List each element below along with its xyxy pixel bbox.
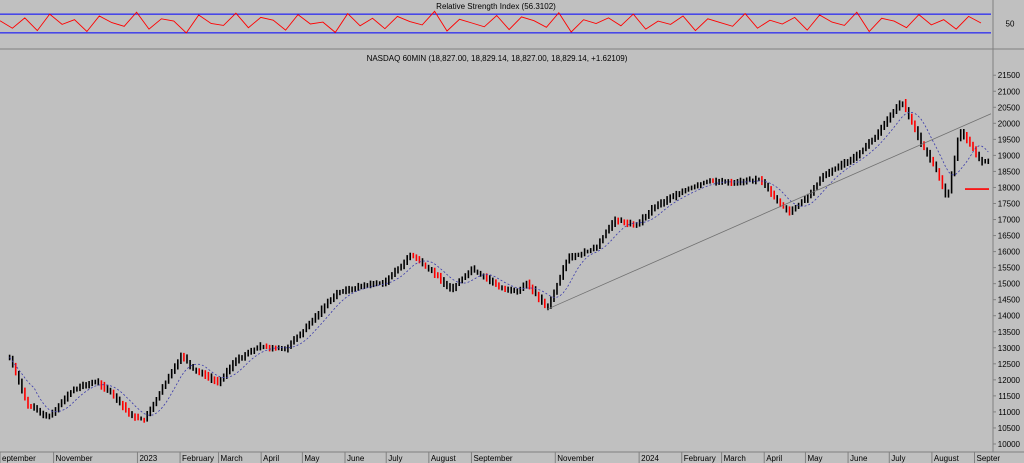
x-axis-tick-label: November	[56, 454, 93, 463]
y-axis-tick-label: 17500	[998, 199, 1021, 208]
y-axis-tick-label: 18000	[998, 183, 1021, 192]
x-axis-tick-label: June	[347, 454, 365, 463]
y-axis-tick-label: 12500	[998, 360, 1021, 369]
x-axis-tick-label: May	[304, 454, 319, 463]
y-axis-tick-label: 11000	[998, 408, 1020, 417]
x-axis-tick-label: August	[431, 454, 457, 463]
price-title: NASDAQ 60MIN (18,827.00, 18,829.14, 18,8…	[367, 54, 628, 63]
x-axis-tick-label: August	[934, 454, 960, 463]
x-axis-tick-label: July	[388, 454, 402, 463]
rsi-title: Relative Strength Index (56.3102)	[436, 2, 556, 11]
x-axis-tick-label: April	[766, 454, 782, 463]
y-axis-tick-label: 14500	[998, 296, 1021, 305]
y-axis-tick-label: 11500	[998, 392, 1020, 401]
y-axis-tick-label: 16500	[998, 232, 1021, 241]
y-axis-tick-label: 15500	[998, 264, 1021, 273]
y-axis-tick-label: 10000	[998, 440, 1021, 449]
x-axis-tick-label: June	[850, 454, 868, 463]
y-axis-tick-label: 19500	[998, 135, 1021, 144]
x-axis-tick-label: eptember	[2, 454, 36, 463]
x-axis-tick-label: May	[807, 454, 822, 463]
y-axis-tick-label: 13500	[998, 328, 1021, 337]
x-axis-tick-label: July	[891, 454, 905, 463]
x-axis-tick-label: 2024	[641, 454, 659, 463]
trendline	[546, 113, 992, 310]
y-axis-tick-label: 15000	[998, 280, 1021, 289]
y-axis-tick-label: 16000	[998, 248, 1021, 257]
x-axis-tick-label: September	[473, 454, 512, 463]
moving-average-line	[9, 111, 989, 416]
y-axis-tick-label: 20500	[998, 103, 1021, 112]
x-axis-tick-label: Septer	[977, 454, 1001, 463]
x-axis-tick-label: 2023	[139, 454, 157, 463]
rsi-panel: 50	[0, 10, 1015, 34]
x-axis-tick-label: April	[263, 454, 279, 463]
y-axis-tick-label: 21000	[998, 87, 1021, 96]
x-axis-tick-label: March	[221, 454, 243, 463]
x-axis-tick-label: February	[182, 454, 214, 463]
y-axis-tick-label: 12000	[998, 376, 1021, 385]
x-axis-tick-label: February	[684, 454, 716, 463]
y-axis-tick-label: 10500	[998, 424, 1021, 433]
rsi-line	[0, 10, 982, 34]
y-axis-tick-label: 21500	[998, 71, 1021, 80]
rsi-axis-tick-label: 50	[1006, 20, 1015, 29]
x-axis-tick-label: November	[557, 454, 594, 463]
y-axis-tick-label: 13000	[998, 344, 1021, 353]
price-panel: 10000 10500 11000 11500 12000 12500 13000 13500…	[0, 71, 1021, 463]
y-axis-tick-label: 20000	[998, 119, 1021, 128]
x-axis-tick-label: March	[724, 454, 746, 463]
y-axis-tick-label: 18500	[998, 167, 1021, 176]
y-axis-tick-label: 14000	[998, 312, 1021, 321]
y-axis-tick-label: 19000	[998, 151, 1021, 160]
y-axis-tick-label: 17000	[998, 216, 1021, 225]
